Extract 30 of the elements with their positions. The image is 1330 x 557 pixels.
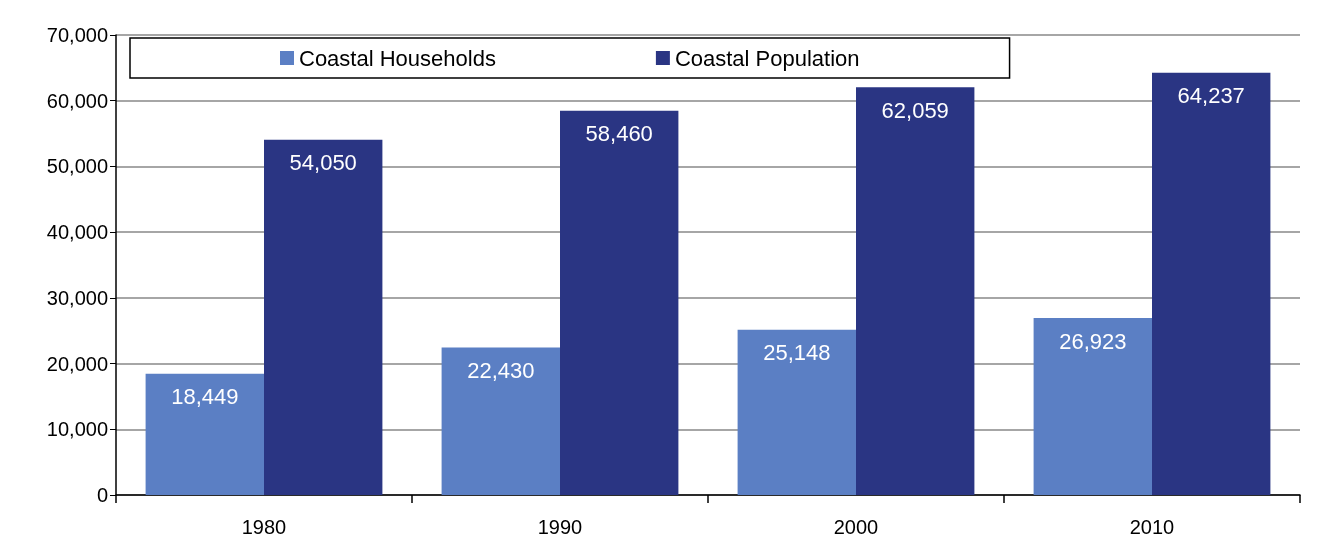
data-label: 54,050 (289, 150, 357, 176)
bar (737, 329, 856, 495)
bar (856, 87, 975, 495)
bar (560, 110, 679, 495)
x-tick-label: 2010 (1129, 516, 1175, 538)
legend-label: Coastal Households (299, 45, 496, 71)
x-tick-label: 1980 (241, 516, 287, 538)
x-tick-label: 2000 (833, 516, 879, 538)
y-tick-label: 0 (96, 484, 108, 506)
data-label: 22,430 (467, 358, 535, 384)
y-tick-label: 40,000 (46, 221, 108, 244)
bar (1152, 72, 1271, 495)
y-tick-label: 10,000 (46, 418, 108, 441)
data-label: 62,059 (881, 97, 949, 123)
x-tick-label: 1990 (537, 516, 583, 538)
y-tick-label: 50,000 (46, 155, 108, 178)
data-label: 25,148 (763, 340, 831, 366)
y-tick-label: 20,000 (46, 352, 108, 375)
data-label: 64,237 (1177, 83, 1245, 109)
data-label: 18,449 (171, 384, 239, 410)
bar (441, 347, 560, 495)
bar (145, 373, 264, 495)
data-label: 26,923 (1059, 328, 1127, 354)
data-label: 58,460 (585, 121, 653, 147)
y-tick-label: 60,000 (46, 89, 108, 112)
bar (264, 139, 383, 495)
bar (1033, 318, 1152, 495)
y-tick-label: 30,000 (46, 286, 108, 309)
y-tick-label: 70,000 (46, 24, 108, 46)
legend-label: Coastal Population (674, 45, 860, 71)
